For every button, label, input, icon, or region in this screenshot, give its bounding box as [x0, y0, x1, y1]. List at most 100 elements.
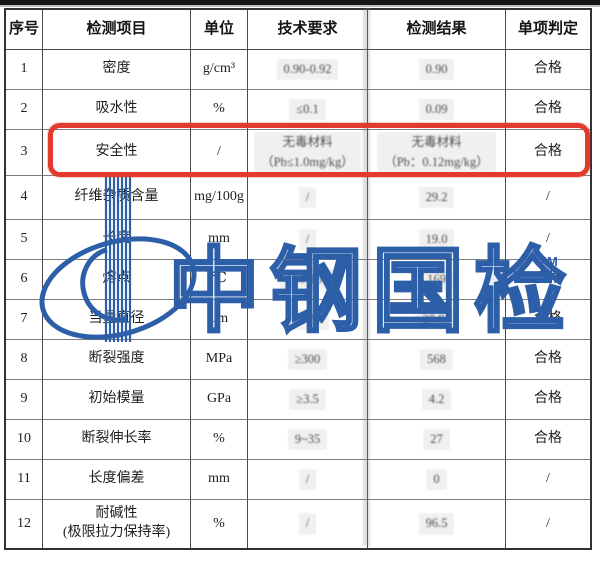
requirement-value: ≥3.5 [289, 388, 326, 411]
scan-edge-artifact [0, 0, 600, 5]
cell-verdict: / [506, 176, 590, 220]
result-value: 96.5 [418, 513, 455, 535]
cell-unit: mm [191, 460, 248, 500]
cell-requirement: / [248, 460, 368, 500]
table-row-highlighted: 3 安全性 / 无毒材料 （Pb≤1.0mg/kg） 无毒材料 （Pb：0.12… [6, 130, 590, 176]
cell-no: 6 [6, 260, 43, 300]
table-header-row: 序号 检测项目 单位 技术要求 检测结果 单项判定 [6, 10, 590, 50]
table-row: 2 吸水性 % ≤0.1 0.09 合格 [6, 90, 590, 130]
cell-verdict: 合格 [506, 380, 590, 420]
table-row: 1 密度 g/cm³ 0.90-0.92 0.90 合格 [6, 50, 590, 90]
cell-result: 0 [368, 460, 506, 500]
cell-result: 169 [368, 260, 506, 300]
scan-edge-shadow [0, 5, 600, 7]
header-cell-result: 检测结果 [368, 10, 506, 50]
cell-item: 耐碱性 (极限拉力保持率) [43, 500, 191, 548]
result-value: 4.2 [421, 388, 452, 411]
table-row: 12 耐碱性 (极限拉力保持率) % / 96.5 / [6, 500, 590, 548]
header-cell-unit: 单位 [191, 10, 248, 50]
trademark-symbol: TM [538, 254, 559, 269]
cell-result: 19.0 [368, 220, 506, 260]
cell-result: 28.83 [368, 300, 506, 340]
cell-no: 12 [6, 500, 43, 548]
cell-item: 熔点 [43, 260, 191, 300]
cell-item: 当量直径 [43, 300, 191, 340]
header-cell-item: 检测项目 [43, 10, 191, 50]
result-value: 0.09 [418, 98, 455, 121]
cell-requirement: / [248, 220, 368, 260]
table-row: 6 熔点 ℃ 160-180 169 合格 [6, 260, 590, 300]
cell-verdict: 合格 [506, 260, 590, 300]
cell-requirement: ≥3.5 [248, 380, 368, 420]
cell-verdict: / [546, 515, 550, 531]
result-value: 29.2 [418, 186, 455, 209]
requirement-value: / [298, 468, 317, 491]
cell-no: 7 [6, 300, 43, 340]
requirement-value: 160-180 [279, 268, 336, 291]
table-row: 11 长度偏差 mm / 0 / [6, 460, 590, 500]
table-row: 5 长度 mm / 19.0 / [6, 220, 590, 260]
header-cell-no: 序号 [6, 10, 43, 50]
cell-no: 2 [6, 90, 43, 130]
cell-unit: GPa [191, 380, 248, 420]
requirement-value: / [298, 228, 317, 251]
cell-no: 3 [6, 130, 43, 176]
cell-result: 29.2 [368, 176, 506, 220]
cell-item: 断裂强度 [43, 340, 191, 380]
result-value: 27 [423, 428, 450, 451]
table-row: 9 初始模量 GPa ≥3.5 4.2 合格 [6, 380, 590, 420]
cell-requirement: 无毒材料 （Pb≤1.0mg/kg） [248, 130, 368, 176]
requirement-value: 18-38 [285, 308, 330, 331]
cell-unit: mm [191, 220, 248, 260]
cell-result: 27 [368, 420, 506, 460]
requirement-value: 0.90-0.92 [276, 58, 339, 81]
requirement-value: / [298, 513, 317, 535]
cell-no: 1 [6, 50, 43, 90]
result-value: 无毒材料 （Pb：0.12mg/kg） [377, 132, 496, 173]
table-row: 10 断裂伸长率 % 9~35 27 合格 [6, 420, 590, 460]
cell-item: 初始模量 [43, 380, 191, 420]
cell-verdict: 合格 [506, 50, 590, 90]
cell-unit: % [191, 500, 248, 548]
cell-item: 密度 [43, 50, 191, 90]
cell-unit: g/cm³ [191, 50, 248, 90]
cell-unit: MPa [191, 340, 248, 380]
result-value: 28.83 [415, 308, 458, 331]
cell-verdict: 合格 [506, 90, 590, 130]
cell-no: 9 [6, 380, 43, 420]
cell-no: 5 [6, 220, 43, 260]
cell-result: 0.90 [368, 50, 506, 90]
cell-result: 无毒材料 （Pb：0.12mg/kg） [368, 130, 506, 176]
cell-item: 长度偏差 [43, 460, 191, 500]
cell-item: 长度 [43, 220, 191, 260]
red-highlight-box [48, 123, 590, 177]
cell-item: 断裂伸长率 [43, 420, 191, 460]
result-value: 169 [420, 268, 453, 291]
cell-result: 568 [368, 340, 506, 380]
cell-result: 0.09 [368, 90, 506, 130]
cell-requirement: / [248, 500, 368, 548]
result-value: 19.0 [418, 228, 455, 251]
header-cell-verdict: 单项判定 [506, 10, 590, 50]
cell-verdict: 合格 [506, 340, 590, 380]
cell-no: 8 [6, 340, 43, 380]
cell-unit: % [191, 420, 248, 460]
requirement-value: ≤0.1 [289, 98, 326, 121]
cell-no: 10 [6, 420, 43, 460]
test-report-table: 序号 检测项目 单位 技术要求 检测结果 单项判定 1 密度 g/cm³ 0.9… [4, 8, 592, 550]
table-row: 4 纤维杂质含量 mg/100g / 29.2 / [6, 176, 590, 220]
cell-verdict: / [506, 220, 590, 260]
header-cell-requirement: 技术要求 [248, 10, 368, 50]
cell-item: 纤维杂质含量 [43, 176, 191, 220]
requirement-value: ≥300 [287, 348, 328, 371]
cell-requirement: 160-180 [248, 260, 368, 300]
table-row: 7 当量直径 μm 18-38 28.83 合格 [6, 300, 590, 340]
cell-requirement: 9~35 [248, 420, 368, 460]
cell-unit: mg/100g [191, 176, 248, 220]
requirement-value: 无毒材料 （Pb≤1.0mg/kg） [254, 132, 361, 173]
cell-no: 4 [6, 176, 43, 220]
cell-unit: μm [191, 300, 248, 340]
cell-requirement: / [248, 176, 368, 220]
requirement-value: / [298, 186, 317, 209]
cell-requirement: 18-38 [248, 300, 368, 340]
